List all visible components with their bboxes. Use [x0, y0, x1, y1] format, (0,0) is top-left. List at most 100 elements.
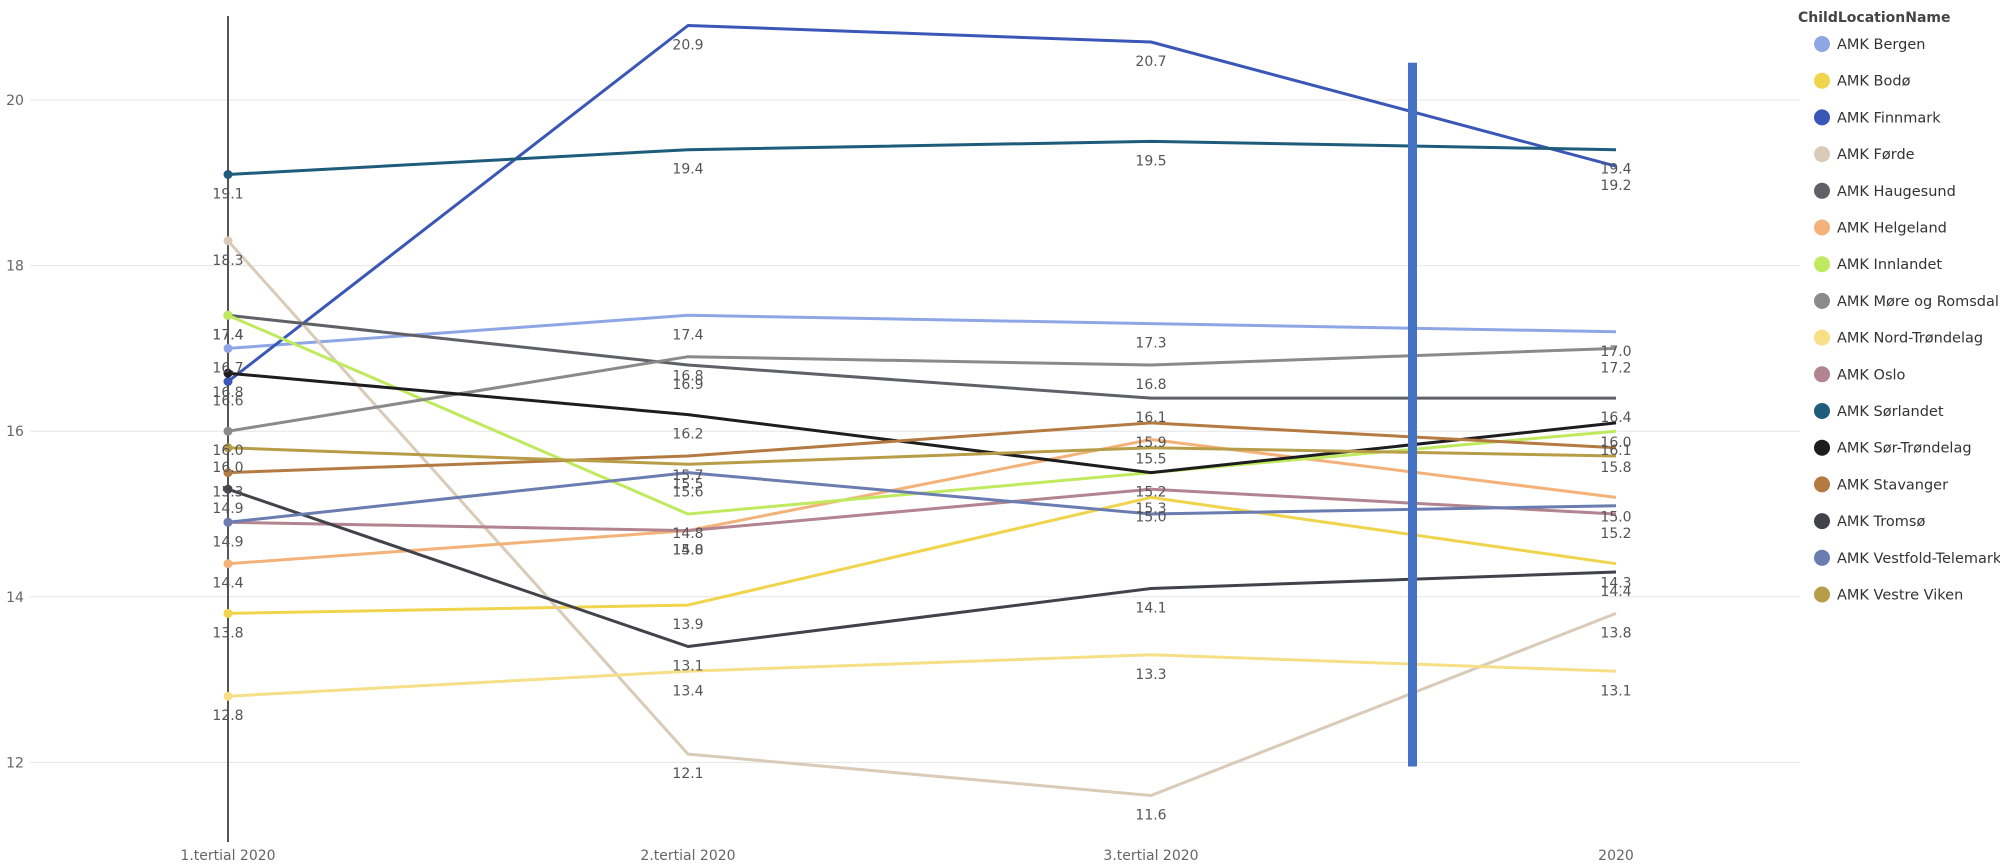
data-label: 14.4	[212, 576, 243, 592]
gridlines	[30, 99, 1800, 763]
legend-swatch	[1814, 476, 1830, 493]
series-marker	[223, 691, 233, 701]
data-label: 13.1	[1600, 683, 1631, 699]
data-label: 15.7	[672, 468, 703, 484]
data-label: 15.5	[672, 476, 703, 492]
series-marker	[223, 517, 233, 527]
data-label: 15.3	[1135, 501, 1166, 517]
series-marker	[223, 343, 233, 353]
data-label: 12.8	[212, 708, 243, 724]
legend-item-label: AMK Møre og Romsdal	[1837, 294, 1999, 310]
legend-swatch	[1814, 586, 1830, 603]
legend-swatch	[1814, 36, 1830, 52]
data-label: 19.2	[1600, 178, 1631, 194]
legend-swatch	[1814, 219, 1830, 236]
highlight-bar	[1408, 62, 1417, 767]
series-marker	[223, 426, 233, 436]
legend-swatch	[1814, 329, 1830, 346]
series-line	[227, 371, 1617, 475]
series-line	[227, 653, 1617, 698]
data-label: 14.9	[212, 501, 243, 517]
legend-swatch	[1814, 292, 1830, 309]
data-label: 16.0	[212, 443, 243, 459]
data-label: 20.7	[1135, 54, 1166, 70]
y-tick-label: 18	[6, 259, 24, 275]
series-line	[227, 446, 1617, 466]
data-label: 16.2	[672, 427, 703, 443]
legend-item-label: AMK Tromsø	[1837, 514, 1925, 530]
series-marker	[223, 443, 233, 453]
series-marker	[223, 468, 233, 478]
y-tick-label: 20	[6, 93, 24, 109]
data-label: 16.1	[1600, 443, 1631, 459]
data-label: 12.1	[672, 766, 703, 782]
legend-swatch	[1814, 146, 1830, 163]
x-tick-label: 3.tertial 2020	[1103, 848, 1198, 864]
data-label: 15.2	[1600, 526, 1631, 542]
series-marker	[223, 368, 233, 378]
data-label: 16.7	[212, 360, 243, 376]
data-label: 16.4	[1600, 410, 1631, 426]
legend-swatch	[1814, 403, 1830, 419]
data-label: 11.6	[1135, 808, 1166, 824]
series-line	[227, 487, 1617, 533]
data-label: 14.9	[212, 534, 243, 550]
series-line	[227, 438, 1617, 566]
data-label: 16.9	[672, 377, 703, 393]
data-label: 16.8	[1135, 377, 1166, 393]
data-label: 16.0	[212, 460, 243, 476]
data-label: 17.2	[1600, 360, 1631, 376]
y-tick-label: 12	[6, 755, 24, 771]
legend-swatch	[1814, 256, 1830, 273]
series-marker	[223, 170, 233, 179]
legend-swatch	[1814, 366, 1830, 383]
series-marker	[223, 377, 233, 386]
legend-item-label: AMK Bergen	[1837, 37, 1925, 53]
data-label: 13.4	[672, 683, 703, 699]
legend-item-label: AMK Finnmark	[1837, 110, 1941, 126]
legend-item-label: AMK Haugesund	[1837, 184, 1956, 200]
data-label: 14.1	[1135, 601, 1166, 617]
legend-item-label: AMK Innlandet	[1837, 257, 1942, 273]
data-label: 19.4	[672, 162, 703, 178]
series-marker	[223, 310, 233, 320]
data-label: 16.8	[212, 385, 243, 401]
data-label: 14.8	[672, 543, 703, 559]
x-tick-label: 2.tertial 2020	[640, 848, 735, 864]
legend-swatch	[1814, 549, 1830, 566]
y-axis: 12 14 16 18 20	[6, 93, 24, 771]
series-line	[227, 487, 1617, 648]
legend-item-label: AMK Oslo	[1837, 367, 1906, 383]
legend-item-label: AMK Sørlandet	[1837, 404, 1944, 420]
data-label: 16.1	[1135, 410, 1166, 426]
series-line	[227, 24, 1617, 383]
data-label: 13.8	[1600, 625, 1631, 641]
legend-item-label: AMK Sør-Trøndelag	[1837, 441, 1972, 457]
legend-swatch	[1814, 513, 1830, 530]
data-label: 19.4	[1600, 162, 1631, 178]
x-tick-label: 2020	[1598, 848, 1634, 864]
legend-item-label: AMK Vestfold-Telemark	[1837, 551, 2000, 567]
data-label: 17.4	[212, 327, 243, 343]
highlight-layer	[1408, 62, 1417, 767]
series-line	[227, 313, 1617, 350]
data-label: 14.4	[1600, 584, 1631, 600]
data-labels: 19.118.317.417.416.716.816.616.016.015.3…	[212, 38, 1631, 824]
data-label: 17.3	[1135, 336, 1166, 352]
data-label: 17.0	[1600, 344, 1631, 360]
data-label: 18.3	[212, 253, 243, 269]
series-marker	[223, 608, 233, 618]
legend-item-label: AMK Vestre Viken	[1837, 588, 1963, 604]
data-label: 15.0	[1135, 509, 1166, 525]
legend-item-label: AMK Bodø	[1837, 74, 1911, 90]
data-label: 19.5	[1135, 153, 1166, 169]
data-label: 13.1	[672, 659, 703, 675]
legend-title: ChildLocationName	[1798, 10, 1950, 26]
series-marker	[223, 236, 233, 246]
data-label: 16.6	[212, 394, 243, 410]
series-line	[227, 471, 1617, 524]
data-label: 15.2	[1135, 485, 1166, 501]
series-line	[227, 495, 1617, 615]
legend-swatch	[1814, 182, 1830, 199]
series-line	[227, 346, 1617, 433]
